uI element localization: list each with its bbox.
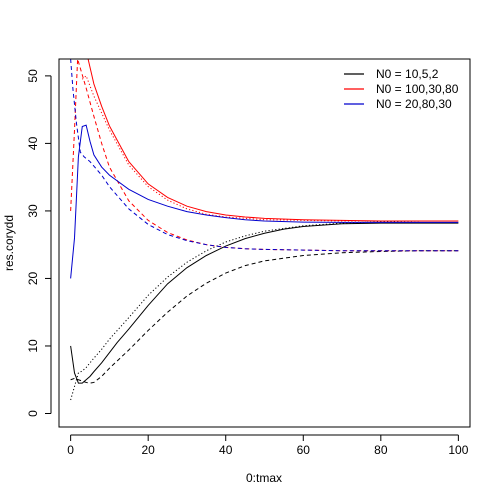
y-tick-label: 50 bbox=[26, 69, 40, 83]
y-tick-label: 30 bbox=[26, 204, 40, 218]
y-tick-label: 40 bbox=[26, 136, 40, 150]
x-tick-label: 20 bbox=[141, 443, 155, 457]
legend-label-1: N0 = 100,30,80 bbox=[376, 82, 459, 96]
axes-layer: 0 20 40 60 80 100 0 10 20 30 40 50 bbox=[26, 69, 469, 457]
series-line-2 bbox=[70, 220, 459, 401]
legend-label-2: N0 = 20,80,30 bbox=[376, 97, 452, 111]
y-tick-label: 0 bbox=[26, 410, 40, 417]
x-tick-label: 0 bbox=[67, 443, 74, 457]
series-layer bbox=[70, 59, 459, 401]
x-tick-label: 100 bbox=[448, 443, 468, 457]
x-axis-label: 0:tmax bbox=[246, 471, 282, 485]
x-tick-label: 40 bbox=[219, 443, 233, 457]
series-line-6 bbox=[70, 124, 459, 279]
y-tick-label: 10 bbox=[26, 339, 40, 353]
x-tick-label: 80 bbox=[374, 443, 388, 457]
legend-label-0: N0 = 10,5,2 bbox=[376, 67, 439, 81]
series-line-0 bbox=[70, 222, 459, 384]
series-line-1 bbox=[70, 250, 459, 384]
y-tick-label: 20 bbox=[26, 271, 40, 285]
series-line-5 bbox=[81, 75, 459, 222]
series-line-7 bbox=[70, 59, 459, 252]
x-tick-label: 60 bbox=[297, 443, 311, 457]
plot-frame bbox=[58, 58, 471, 428]
y-axis-label: res.corydd bbox=[2, 215, 16, 271]
series-line-4 bbox=[70, 59, 459, 252]
